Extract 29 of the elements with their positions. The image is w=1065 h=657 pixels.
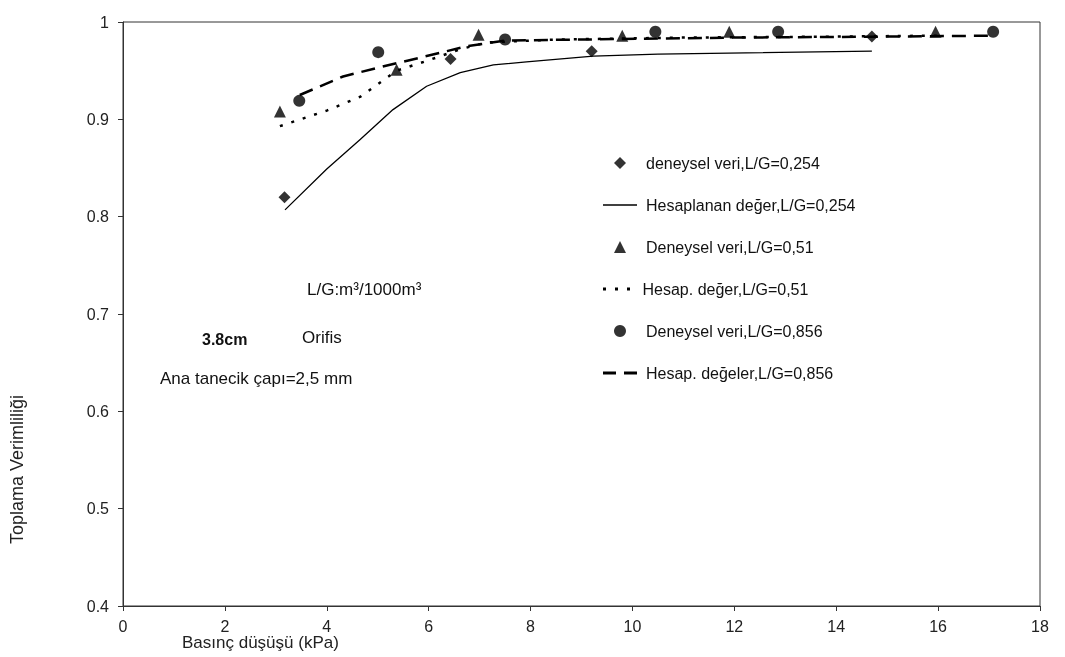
y-tick-label: 0.5: [86, 500, 110, 518]
x-tick-label: 2: [220, 617, 230, 635]
y-tick-label: 0.7: [86, 305, 110, 323]
y-tick-label: 0.9: [86, 110, 110, 128]
x-tick-label: 4: [322, 617, 332, 635]
y-axis-title: Toplama Verimliliği: [7, 394, 27, 545]
x-tick-label: 14: [827, 617, 846, 635]
annotation: L/G:m³/1000m³: [307, 280, 422, 299]
annotation: Ana tanecik çapı=2,5 mm: [160, 369, 353, 388]
y-tick-label: 1: [100, 13, 110, 31]
annotation: 3.8cm: [202, 330, 248, 348]
x-tick-label: 16: [929, 617, 948, 635]
y-tick-label: 0.4: [86, 597, 110, 615]
annotation: Orifis: [302, 328, 342, 347]
legend-label: Hesaplanan değer,L/G=0,254: [646, 196, 856, 214]
legend-label: Hesap. değer,L/G=0,51: [642, 280, 809, 298]
y-tick-label: 0.8: [86, 208, 110, 226]
x-tick-label: 12: [725, 617, 744, 635]
x-tick-label: 6: [424, 617, 434, 635]
y-tick-label: 0.6: [86, 402, 110, 420]
x-tick-label: 8: [526, 617, 536, 635]
legend-label: deneysel veri,L/G=0,254: [646, 154, 820, 172]
x-tick-label: 18: [1031, 617, 1049, 635]
legend-label: Deneysel veri,L/G=0,856: [646, 322, 823, 340]
legend-label: Deneysel veri,L/G=0,51: [646, 238, 814, 256]
x-tick-label: 10: [623, 617, 642, 635]
x-tick-label: 0: [118, 617, 128, 635]
x-axis-title: Basınç düşüşü (kPa): [182, 633, 339, 652]
legend-label: Hesap. değeler,L/G=0,856: [646, 364, 834, 382]
